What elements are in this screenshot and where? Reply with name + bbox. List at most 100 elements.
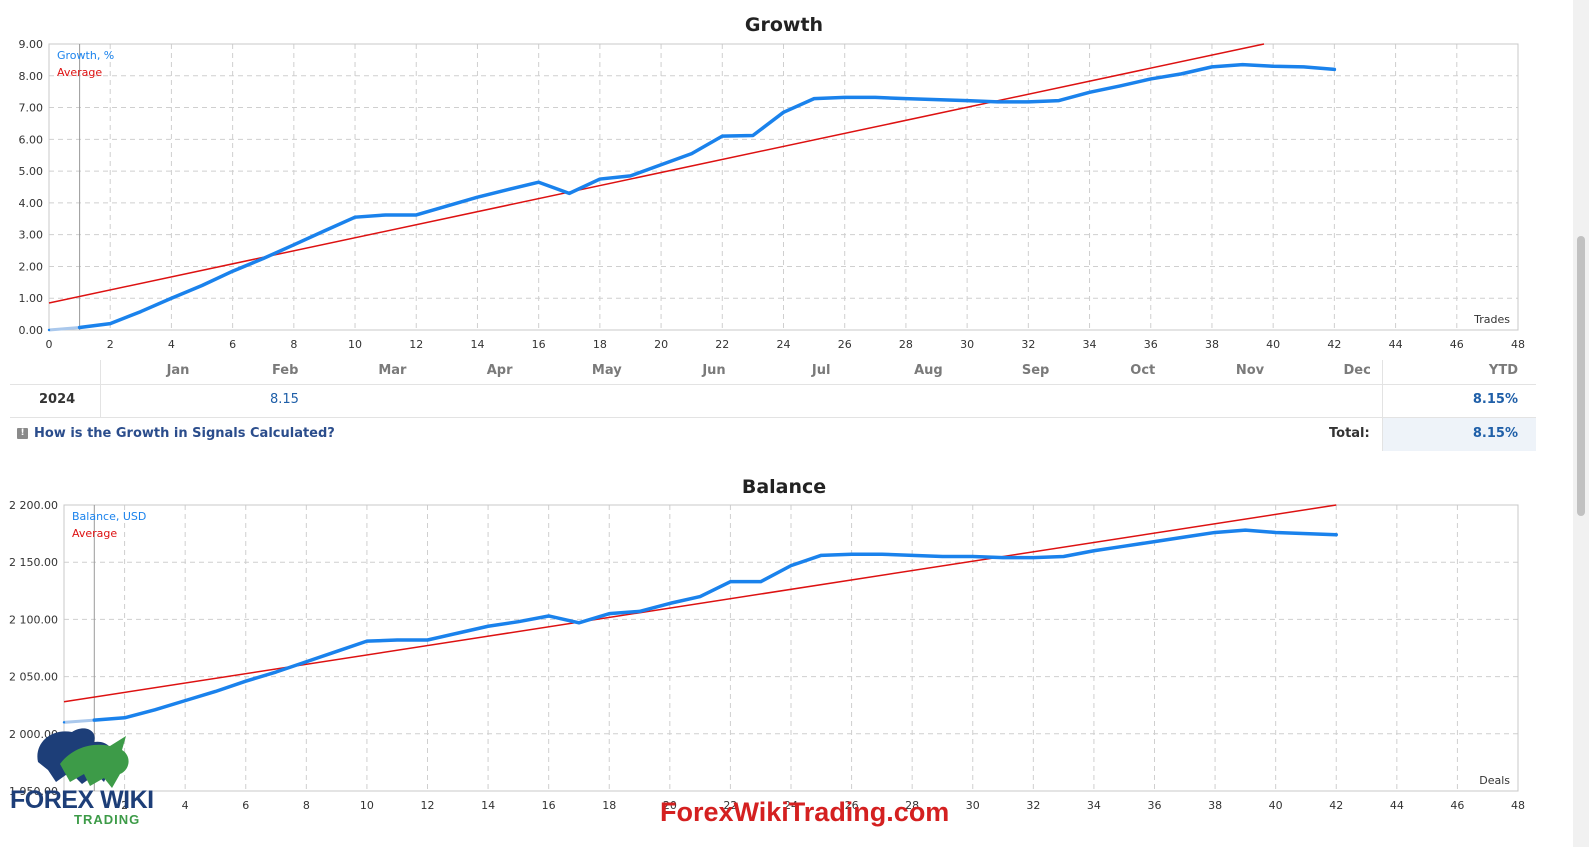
series-point bbox=[1027, 100, 1030, 104]
grid-lines bbox=[49, 44, 1518, 330]
month-label: Jan bbox=[166, 363, 190, 378]
y-tick-label: 1 950.00 bbox=[9, 785, 58, 798]
series-point bbox=[415, 213, 418, 217]
x-tick-label: 40 bbox=[1266, 338, 1280, 351]
x-tick-label: 20 bbox=[654, 338, 668, 351]
x-tick-label: 46 bbox=[1450, 338, 1464, 351]
series-point bbox=[244, 679, 247, 683]
y-tick-label: 3.00 bbox=[19, 229, 44, 242]
x-tick-label: 2 bbox=[107, 338, 114, 351]
series-point bbox=[231, 270, 234, 273]
series-point bbox=[598, 177, 602, 181]
plot-frame bbox=[63, 504, 1519, 792]
series-point bbox=[820, 554, 823, 557]
site-watermark: ForexWikiTrading.com bbox=[660, 797, 950, 827]
x-tick-label: 2 bbox=[121, 799, 128, 812]
feb-value: 8.15 bbox=[270, 392, 299, 407]
x-tick-label: 38 bbox=[1205, 338, 1219, 351]
series-point bbox=[874, 96, 877, 99]
scrollbar-thumb[interactable] bbox=[1577, 236, 1585, 516]
y-tick-label: 1.00 bbox=[19, 292, 44, 305]
month-labels: Jan Feb Mar Apr May Jun Jul Aug Sep Oct Nov Dec bbox=[10, 360, 1536, 384]
x-axis-label: Trades bbox=[1473, 313, 1510, 326]
series-point bbox=[93, 718, 96, 722]
ytd-col-divider bbox=[1382, 360, 1383, 451]
series-point bbox=[690, 152, 693, 155]
series-point bbox=[183, 699, 187, 702]
series-point bbox=[812, 97, 816, 100]
legend-average: Average bbox=[72, 527, 117, 540]
y-tick-label: 5.00 bbox=[19, 165, 44, 178]
x-tick-label: 10 bbox=[360, 799, 374, 812]
series-point bbox=[629, 174, 632, 178]
growth-calc-link[interactable]: How is the Growth in Signals Calculated? bbox=[34, 426, 335, 441]
series-point bbox=[1088, 91, 1091, 94]
series-point bbox=[659, 163, 663, 166]
month-label: Dec bbox=[1343, 363, 1371, 378]
series-point bbox=[517, 620, 520, 623]
y-tick-label: 6.00 bbox=[19, 133, 44, 146]
x-tick-label: 10 bbox=[348, 338, 362, 351]
x-tick-label: 4 bbox=[168, 338, 175, 351]
series-point bbox=[262, 257, 265, 260]
x-tick-label: 34 bbox=[1083, 338, 1097, 351]
series-point bbox=[1180, 72, 1183, 76]
series-point bbox=[506, 188, 510, 191]
x-tick-label: 32 bbox=[1021, 338, 1035, 351]
series-point bbox=[668, 602, 672, 605]
series-point bbox=[996, 100, 999, 104]
x-tick-label: 28 bbox=[905, 799, 919, 812]
series-point bbox=[568, 192, 571, 195]
series-point bbox=[1271, 65, 1275, 68]
page-scrollbar[interactable] bbox=[1573, 0, 1589, 847]
y-tick-label: 2 150.00 bbox=[9, 556, 58, 569]
series-point bbox=[1302, 65, 1305, 69]
series-point bbox=[384, 213, 387, 217]
x-tick-label: 30 bbox=[966, 799, 980, 812]
legend-series: Growth, % bbox=[57, 49, 114, 62]
series-point bbox=[1092, 549, 1096, 552]
x-tick-label: 16 bbox=[532, 338, 546, 351]
series-point bbox=[109, 322, 112, 325]
growth-chart-svg: 0.00 1.00 2.00 3.00 4.00 5.00 6.00 7.00 8.00 9.00… bbox=[19, 38, 1526, 351]
x-tick-label: 24 bbox=[777, 338, 791, 351]
legend-series: Balance, USD bbox=[72, 510, 146, 523]
series-point bbox=[608, 612, 611, 615]
y-tick-label: 2 100.00 bbox=[9, 613, 58, 626]
x-tick-label: 42 bbox=[1329, 799, 1343, 812]
balance-chart-svg: 1 950.00 2 000.00 2 050.00 2 100.00 2 150.00… bbox=[9, 499, 1525, 812]
footer-row: ! How is the Growth in Signals Calculate… bbox=[10, 418, 1536, 451]
x-tick-label: 6 bbox=[242, 799, 249, 812]
x-tick-label: 42 bbox=[1327, 338, 1341, 351]
series-line bbox=[92, 528, 1338, 722]
series-point bbox=[365, 639, 369, 643]
series-point bbox=[47, 328, 51, 332]
month-header-row: Jan Feb Mar Apr May Jun Jul Aug Sep Oct Nov Dec YTD bbox=[10, 360, 1536, 385]
month-label: Oct bbox=[1130, 363, 1156, 378]
series-point bbox=[139, 310, 143, 313]
series-point bbox=[1244, 528, 1247, 532]
x-tick-label: 4 bbox=[182, 799, 189, 812]
x-tick-label: 12 bbox=[409, 338, 423, 351]
x-tick-label: 6 bbox=[229, 338, 236, 351]
monthly-table: Jan Feb Mar Apr May Jun Jul Aug Sep Oct Nov Dec YTD… bbox=[10, 360, 1536, 452]
x-tick-label: 14 bbox=[481, 799, 495, 812]
series-point bbox=[153, 708, 157, 711]
x-tick-label: 8 bbox=[290, 338, 297, 351]
x-tick-label: 0 bbox=[46, 338, 53, 351]
series-point bbox=[1062, 555, 1065, 558]
series-point bbox=[323, 229, 326, 233]
average-line bbox=[63, 504, 1337, 703]
series-point bbox=[445, 204, 449, 208]
year-label: 2024 bbox=[39, 392, 76, 407]
x-tick-label: 44 bbox=[1390, 799, 1404, 812]
series-point bbox=[335, 650, 338, 653]
forexwiki-logo: FOREX WIKI TRADING bbox=[8, 722, 158, 832]
y-tick-label: 2 000.00 bbox=[9, 728, 58, 741]
series-point bbox=[1118, 84, 1122, 88]
series-point bbox=[292, 243, 296, 247]
series-point bbox=[214, 690, 217, 693]
series-point bbox=[1032, 556, 1035, 559]
legend-average: Average bbox=[57, 66, 102, 79]
series-point bbox=[1001, 556, 1005, 559]
